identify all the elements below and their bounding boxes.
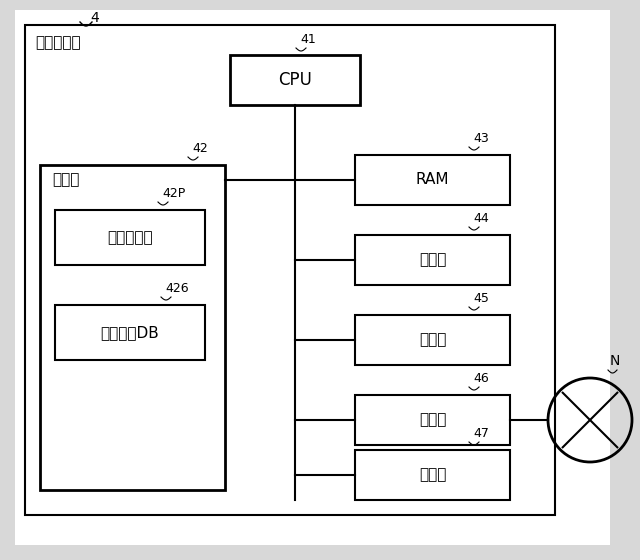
Bar bbox=[55, 210, 205, 265]
Bar bbox=[230, 55, 360, 105]
Text: 計時部: 計時部 bbox=[419, 468, 446, 483]
Text: CPU: CPU bbox=[278, 71, 312, 89]
Text: 効果情報DB: 効果情報DB bbox=[100, 325, 159, 340]
Text: 47: 47 bbox=[473, 427, 489, 440]
Bar bbox=[55, 305, 205, 360]
Text: 45: 45 bbox=[473, 292, 489, 305]
Bar bbox=[355, 395, 510, 445]
Text: 入力部: 入力部 bbox=[419, 253, 446, 268]
Text: 46: 46 bbox=[473, 372, 489, 385]
Text: 通信部: 通信部 bbox=[419, 413, 446, 427]
Bar bbox=[355, 315, 510, 365]
Text: 4: 4 bbox=[91, 11, 99, 25]
Text: プログラム: プログラム bbox=[107, 230, 153, 245]
Text: 記憶部: 記憶部 bbox=[52, 172, 79, 188]
Text: RAM: RAM bbox=[416, 172, 449, 188]
Bar bbox=[355, 155, 510, 205]
Text: 426: 426 bbox=[165, 282, 189, 295]
Bar bbox=[25, 25, 555, 515]
Text: N: N bbox=[610, 354, 620, 368]
Text: 43: 43 bbox=[473, 132, 489, 145]
Text: サーバ装置: サーバ装置 bbox=[35, 35, 81, 50]
Text: 42P: 42P bbox=[162, 187, 185, 200]
Text: 44: 44 bbox=[473, 212, 489, 225]
Bar bbox=[40, 165, 225, 490]
Text: 表示部: 表示部 bbox=[419, 333, 446, 348]
Text: 41: 41 bbox=[300, 33, 316, 46]
Bar bbox=[355, 450, 510, 500]
Bar bbox=[355, 235, 510, 285]
Text: 42: 42 bbox=[192, 142, 208, 155]
